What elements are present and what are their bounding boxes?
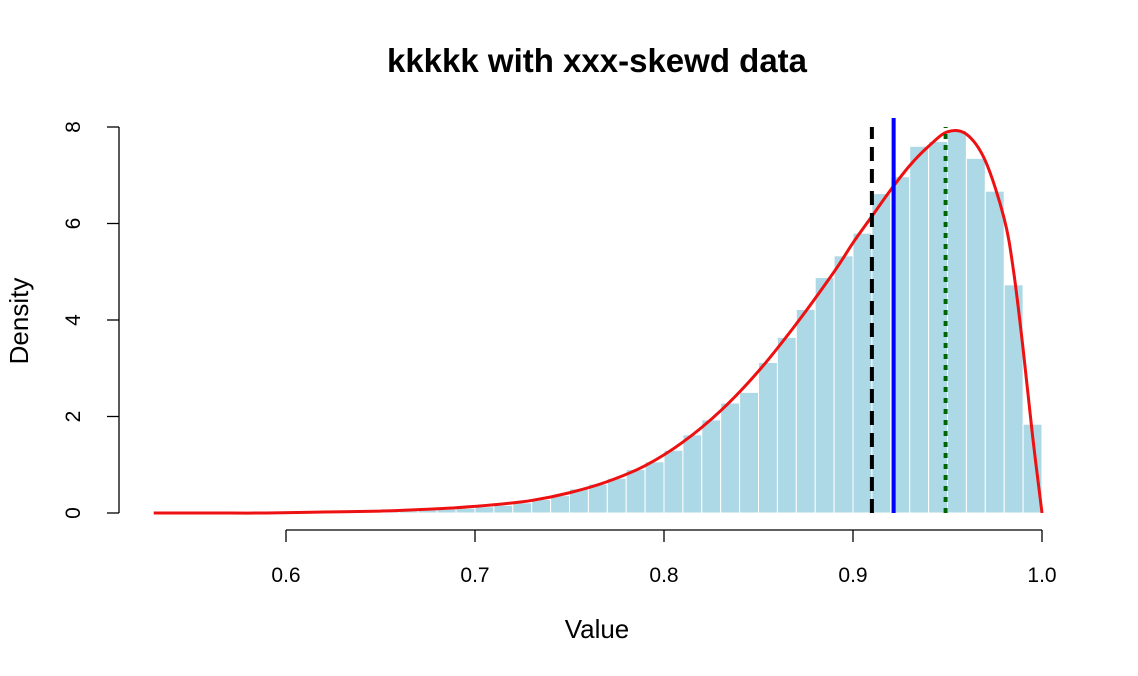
histogram-bar <box>663 449 684 514</box>
histogram-bar <box>833 255 854 514</box>
density-curve <box>153 128 1044 515</box>
histogram-bar <box>493 504 514 514</box>
y-tick-label: 0 <box>62 507 85 519</box>
histogram-bar <box>814 277 835 514</box>
x-tick-label: 0.8 <box>649 564 678 587</box>
histogram-bar <box>550 495 570 514</box>
histogram-bar <box>984 190 1005 514</box>
histogram-bar <box>739 391 759 514</box>
histogram-bar <box>965 157 986 514</box>
y-tick-label: 6 <box>62 218 85 230</box>
density-curve-layer <box>153 128 1044 515</box>
y-axis-label: Density <box>4 278 34 365</box>
histogram-bar <box>682 434 703 514</box>
histogram-bar <box>852 232 873 514</box>
histogram-bar <box>644 461 665 514</box>
histogram-bar <box>625 469 646 514</box>
x-axis: 0.6 0.7 0.8 0.9 1.0 <box>271 529 1057 587</box>
x-tick-label: 0.7 <box>460 564 489 587</box>
histogram-bar <box>531 498 552 514</box>
histogram-bar <box>947 129 967 514</box>
histogram-bar <box>909 145 930 514</box>
histogram-bar <box>720 402 741 514</box>
histogram-bar <box>606 477 627 514</box>
histogram-bar <box>795 308 816 514</box>
y-axis: 0 2 4 6 8 <box>62 121 120 519</box>
histogram-bar <box>758 361 778 514</box>
x-tick-label: 0.9 <box>838 564 867 587</box>
histogram-bar <box>1003 284 1024 514</box>
x-tick-label: 0.6 <box>271 564 300 587</box>
x-tick-label: 1.0 <box>1027 564 1056 587</box>
histogram-bar <box>701 419 722 514</box>
histogram-bar <box>871 193 892 514</box>
y-tick-label: 8 <box>62 121 85 133</box>
x-axis-label: Value <box>565 614 630 644</box>
histogram-bars <box>323 129 1043 514</box>
chart-title: kkkkk with xxx-skewd data <box>387 42 808 79</box>
histogram-bar <box>512 502 533 514</box>
reference-lines <box>869 118 948 513</box>
histogram-bar <box>776 336 797 514</box>
y-tick-label: 4 <box>62 314 85 326</box>
y-tick-label: 2 <box>62 411 85 423</box>
